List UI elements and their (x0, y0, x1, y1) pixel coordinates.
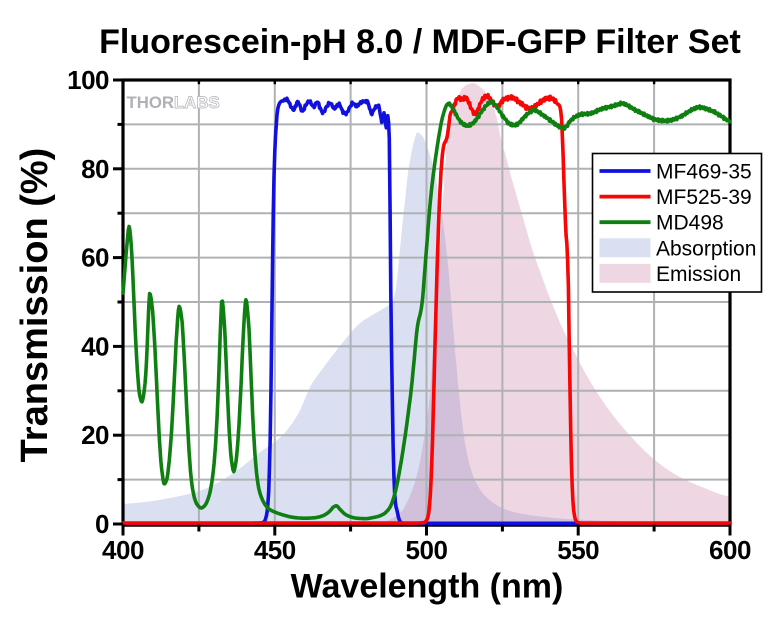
svg-text:MD498: MD498 (656, 212, 724, 235)
svg-text:Wavelength (nm): Wavelength (nm) (291, 568, 564, 606)
svg-text:MF525-39: MF525-39 (656, 186, 752, 209)
svg-text:Absorption: Absorption (656, 237, 756, 260)
svg-text:Transmission (%): Transmission (%) (14, 148, 56, 463)
svg-text:60: 60 (81, 243, 109, 273)
svg-text:500: 500 (406, 535, 448, 565)
svg-text:40: 40 (81, 331, 109, 361)
svg-text:550: 550 (557, 535, 599, 565)
svg-text:100: 100 (67, 65, 109, 95)
svg-text:Fluorescein-pH 8.0 / MDF-GFP F: Fluorescein-pH 8.0 / MDF-GFP Filter Set (99, 23, 741, 61)
svg-text:600: 600 (709, 535, 751, 565)
svg-text:20: 20 (81, 420, 109, 450)
svg-text:400: 400 (102, 535, 144, 565)
svg-text:THORLABS: THORLABS (127, 93, 220, 112)
svg-text:MF469-35: MF469-35 (656, 161, 752, 184)
svg-text:450: 450 (254, 535, 296, 565)
svg-text:80: 80 (81, 154, 109, 184)
svg-text:0: 0 (95, 509, 109, 539)
svg-text:Emission: Emission (656, 263, 741, 286)
